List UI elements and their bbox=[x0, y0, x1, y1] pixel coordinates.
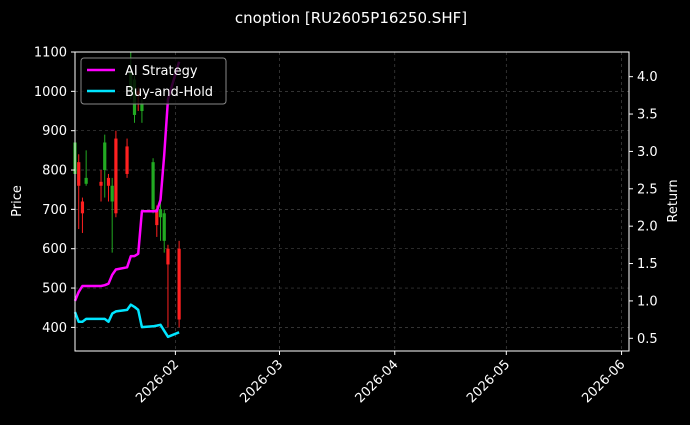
plot-frame bbox=[74, 51, 630, 352]
y-right-tick-label: 2.5 bbox=[637, 182, 658, 197]
candle-body bbox=[151, 162, 155, 210]
candle-body bbox=[106, 177, 111, 186]
candle-body bbox=[84, 177, 88, 184]
y-left-tick-label: 900 bbox=[42, 124, 67, 139]
candle-body bbox=[166, 248, 170, 265]
y-axis-left-label: Price bbox=[10, 185, 25, 217]
candle-body bbox=[103, 142, 107, 171]
y-left-tick-label: 700 bbox=[42, 203, 67, 218]
legend-label-ai-strategy: AI Strategy bbox=[125, 64, 198, 79]
chart-title: cnoption [RU2605P16250.SHF] bbox=[235, 9, 467, 27]
candle-body bbox=[155, 209, 159, 226]
y-right-tick-label: 2.0 bbox=[637, 220, 658, 235]
y-left-tick-label: 1100 bbox=[34, 46, 67, 61]
candle-body bbox=[99, 181, 103, 186]
candle-body bbox=[110, 185, 114, 202]
series-layer bbox=[73, 61, 181, 339]
candle-body bbox=[80, 201, 85, 214]
y-left-tick-label: 600 bbox=[42, 242, 67, 257]
y-left-tick-label: 1000 bbox=[34, 85, 67, 100]
y-right-tick-label: 0.5 bbox=[637, 332, 658, 347]
legend: AI Strategy Buy-and-Hold bbox=[80, 57, 227, 105]
y-axis-right-label: Return bbox=[666, 179, 681, 222]
y-right-tick-label: 4.0 bbox=[637, 70, 658, 85]
series-line-ai-strategy bbox=[73, 61, 181, 302]
y-right-tick-label: 3.5 bbox=[637, 108, 658, 123]
y-left-tick-label: 400 bbox=[42, 321, 67, 336]
legend-box bbox=[80, 57, 227, 105]
y-right-tick-label: 1.5 bbox=[637, 257, 658, 272]
candle-body bbox=[158, 209, 163, 218]
legend-label-buy-and-hold: Buy-and-Hold bbox=[125, 85, 213, 100]
candle-body bbox=[177, 248, 181, 320]
candle-body bbox=[140, 103, 144, 112]
y-right-tick-label: 1.0 bbox=[637, 294, 658, 309]
candle-body bbox=[114, 138, 118, 214]
y-right-tick-label: 3.0 bbox=[637, 145, 658, 160]
series-line-buy-and-hold bbox=[73, 303, 180, 339]
y-left-tick-label: 800 bbox=[42, 164, 67, 179]
candle-body bbox=[77, 162, 81, 186]
candle-body bbox=[162, 213, 166, 241]
candle-body bbox=[125, 146, 129, 174]
y-left-tick-label: 500 bbox=[42, 282, 67, 297]
